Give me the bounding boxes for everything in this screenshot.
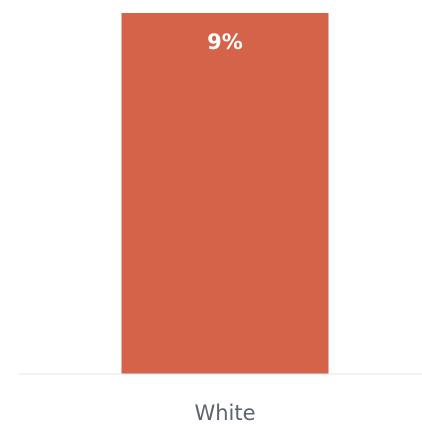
bar-white	[121, 13, 329, 374]
labels-layer: 9% White	[194, 30, 255, 424]
bar-data-label: 9%	[207, 30, 243, 54]
bars-layer	[121, 13, 329, 374]
category-label: White	[194, 401, 255, 424]
